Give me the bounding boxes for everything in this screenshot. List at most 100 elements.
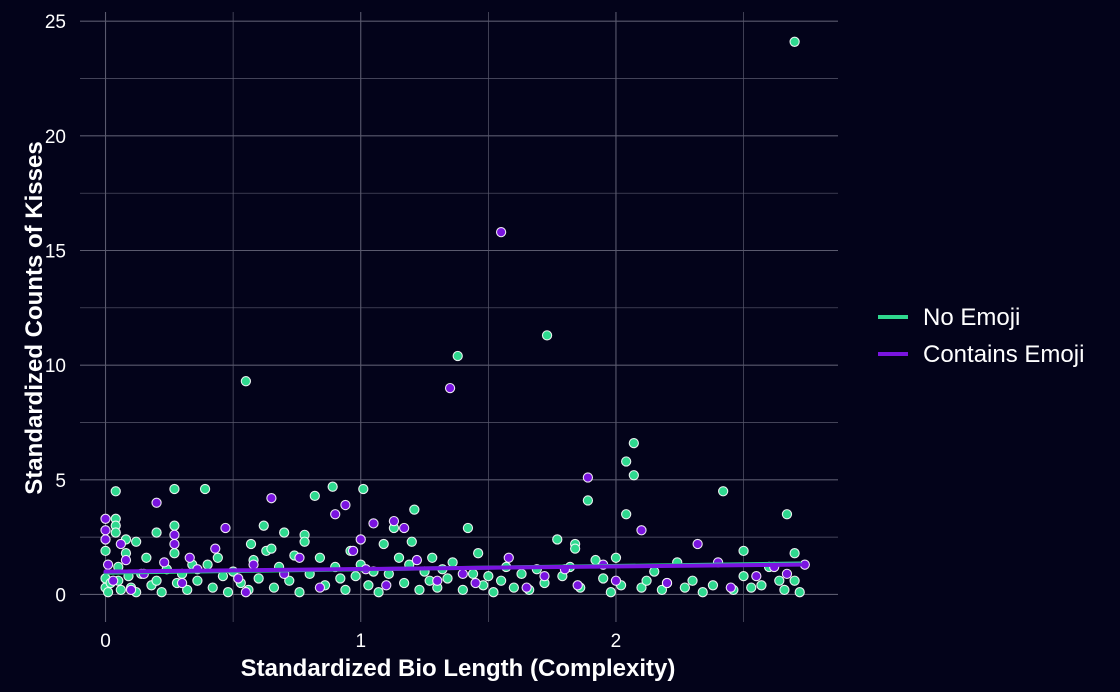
- no-emoji-point: [718, 486, 729, 497]
- contains-emoji-point: [470, 577, 481, 589]
- no-emoji-point: [350, 570, 361, 582]
- no-emoji-point: [628, 437, 639, 449]
- contains-emoji-point: [233, 573, 244, 584]
- no-emoji-point: [335, 573, 346, 584]
- contains-emoji-point: [355, 534, 366, 545]
- contains-emoji-point: [661, 577, 673, 589]
- no-emoji-point: [781, 509, 793, 520]
- no-emoji-point: [169, 483, 180, 495]
- no-emoji-point: [794, 587, 805, 598]
- no-emoji-point: [427, 552, 438, 563]
- contains-emoji-point: [210, 543, 221, 554]
- legend: No Emoji Contains Emoji: [878, 304, 1084, 368]
- no-emoji-point: [151, 575, 162, 586]
- no-emoji-point: [789, 575, 800, 586]
- contains-emoji-point: [100, 534, 111, 545]
- no-emoji-point: [110, 486, 121, 497]
- no-emoji-point: [488, 587, 499, 598]
- no-emoji-point: [115, 584, 126, 596]
- no-emoji-point: [327, 481, 338, 492]
- contains-emoji-point: [100, 525, 111, 536]
- no-emoji-point: [687, 575, 698, 586]
- no-emoji-point: [516, 568, 527, 579]
- no-emoji-point: [373, 587, 384, 598]
- y-tick-label: 10: [45, 356, 66, 377]
- no-emoji-point: [340, 584, 351, 596]
- no-emoji-point: [207, 582, 218, 593]
- no-emoji-point: [621, 456, 632, 467]
- no-emoji-point: [789, 36, 800, 47]
- no-emoji-point: [462, 522, 474, 534]
- no-emoji-point: [605, 587, 617, 598]
- contains-emoji-point: [503, 552, 514, 563]
- contains-emoji-point: [539, 570, 550, 582]
- contains-emoji-point: [347, 545, 359, 557]
- no-emoji-point: [192, 575, 203, 586]
- y-tick-label: 15: [45, 241, 66, 262]
- no-emoji-point: [707, 580, 719, 591]
- contains-emoji-point: [381, 580, 392, 591]
- contains-emoji-point: [220, 522, 231, 534]
- no-emoji-point: [552, 534, 563, 545]
- contains-emoji-point: [115, 538, 126, 550]
- contains-emoji-point: [444, 382, 456, 394]
- no-emoji-point: [258, 520, 269, 531]
- contains-emoji-point: [314, 582, 326, 593]
- no-emoji-point: [222, 587, 234, 598]
- contains-emoji-point: [457, 568, 468, 579]
- contains-emoji-point: [102, 559, 114, 570]
- contains-emoji-point: [725, 582, 736, 593]
- no-emoji-point: [266, 543, 277, 554]
- contains-emoji-point: [368, 518, 379, 529]
- y-axis-title: Standardized Counts of Kisses: [21, 141, 48, 494]
- no-emoji-point: [442, 573, 453, 584]
- no-emoji-point: [212, 552, 223, 563]
- x-tick-label: 0: [100, 631, 111, 652]
- no-emoji-point: [598, 573, 609, 584]
- trend-lines: [103, 561, 802, 575]
- no-emoji-point: [299, 536, 310, 547]
- contains-emoji-point: [572, 580, 583, 591]
- no-emoji-point: [406, 536, 417, 547]
- legend-label-no-emoji: No Emoji: [923, 304, 1020, 331]
- no-emoji-point: [363, 580, 374, 591]
- contains-emoji-point: [636, 525, 647, 536]
- no-emoji-point: [483, 570, 494, 582]
- no-emoji-point: [472, 548, 484, 559]
- contains-emoji-point: [176, 577, 188, 589]
- contains-emoji-point: [432, 575, 443, 586]
- contains-emoji-point: [169, 529, 180, 541]
- contains-emoji-point: [266, 493, 277, 504]
- no-emoji-point: [358, 483, 369, 495]
- contains-emoji-point: [610, 575, 622, 586]
- no-emoji-point: [141, 552, 152, 563]
- contains-emoji-point: [398, 522, 410, 534]
- no-emoji-point: [738, 570, 749, 582]
- y-tick-label: 5: [55, 471, 66, 492]
- no-emoji-point: [240, 376, 252, 387]
- no-emoji-point: [641, 575, 652, 586]
- legend-label-contains-emoji: Contains Emoji: [923, 341, 1084, 368]
- no-emoji-point: [169, 548, 180, 559]
- no-emoji-point: [309, 490, 320, 502]
- contains-emoji-point: [125, 584, 137, 596]
- no-emoji-point: [467, 568, 479, 579]
- contains-emoji-point: [169, 538, 180, 550]
- contains-emoji-trend-line: [103, 562, 802, 574]
- no-emoji-point: [697, 587, 708, 598]
- no-emoji-point: [199, 483, 211, 495]
- no-emoji-point: [447, 557, 458, 568]
- no-emoji-point: [495, 575, 507, 586]
- no-emoji-point: [100, 545, 111, 557]
- no-emoji-point: [202, 559, 213, 570]
- x-tick-label: 2: [611, 631, 622, 652]
- contains-emoji-point: [388, 515, 400, 527]
- contains-emoji-point: [781, 568, 793, 579]
- contains-emoji-point: [240, 587, 252, 598]
- no-emoji-point: [378, 538, 389, 550]
- no-emoji-point: [636, 582, 647, 593]
- no-emoji-point: [253, 573, 264, 584]
- contains-emoji-point: [151, 497, 162, 508]
- no-emoji-point: [746, 582, 757, 593]
